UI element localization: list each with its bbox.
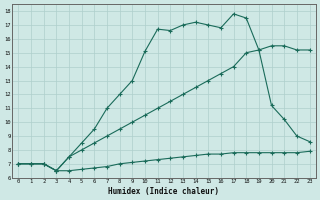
X-axis label: Humidex (Indice chaleur): Humidex (Indice chaleur) bbox=[108, 187, 220, 196]
